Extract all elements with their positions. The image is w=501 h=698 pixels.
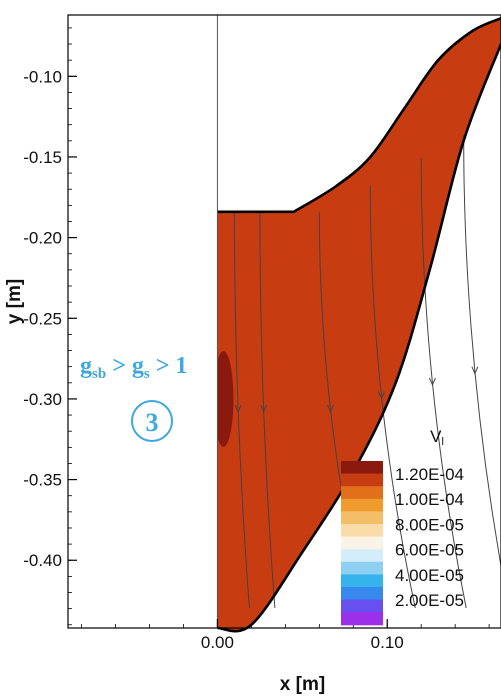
legend-label: 8.00E-05 [395,515,464,534]
streamline-arrow [378,391,385,400]
annotations: gsb > gs > 1 3 [80,353,187,442]
case-number-circle [131,400,173,442]
x-tick-label: 0.00 [201,633,234,652]
streamlines [233,135,501,609]
y-tick-label: -0.20 [23,229,62,248]
y-tick-label: -0.40 [23,551,62,570]
legend-swatch [341,498,383,512]
legend-label: 4.00E-05 [395,566,464,585]
streamline [369,184,416,609]
streamline-arrow [471,366,479,375]
streamline-arrow [327,404,335,414]
legend-label: 1.00E-04 [395,490,464,509]
y-tick-label: -0.35 [23,471,62,490]
streamline [463,135,501,569]
y-tick-label: -0.15 [23,148,62,167]
legend-title: Vl [430,427,444,448]
axes: -0.10 -0.15 -0.20 -0.25 -0.30 -0.35 -0.40 0.00 0… [4,27,490,695]
legend-label: 2.00E-05 [395,591,464,610]
legend-swatch [341,486,383,500]
plot-frame [67,14,501,629]
x-axis-title: x [m] [280,674,325,695]
legend-label: 1.20E-04 [395,465,464,484]
case-number-label: 3 [146,408,159,437]
legend-swatch [341,599,383,613]
legend-swatch [341,561,383,575]
legend-swatch [341,473,383,487]
legend-swatch [341,574,383,588]
streamline-arrow [428,377,436,387]
legend-swatch [341,511,383,525]
y-tick-label: -0.25 [23,309,62,328]
x-tick-label: 0.10 [371,633,404,652]
legend-swatch [341,536,383,550]
domain-boundary [217,17,501,633]
y-axis-title: y [m] [4,279,25,324]
contour-core [217,350,234,447]
legend-swatch [341,587,383,601]
streamline-arrow [234,404,242,414]
streamline [420,157,467,609]
y-tick-label: -0.10 [23,67,62,86]
streamline-arrow [260,404,268,414]
legend-swatch [341,461,383,475]
legend-swatch [341,612,383,626]
legend: Vl 1.20E-04 1.00E-04 8.00E-05 6.00E-05 4.00E-… [341,427,464,626]
streamline [233,211,250,609]
legend-swatch [341,524,383,538]
legend-swatch [341,549,383,563]
streamline [259,211,276,609]
legend-label: 6.00E-05 [395,541,464,560]
regime-annotation: gsb > gs > 1 [80,353,187,382]
y-tick-label: -0.30 [23,390,62,409]
